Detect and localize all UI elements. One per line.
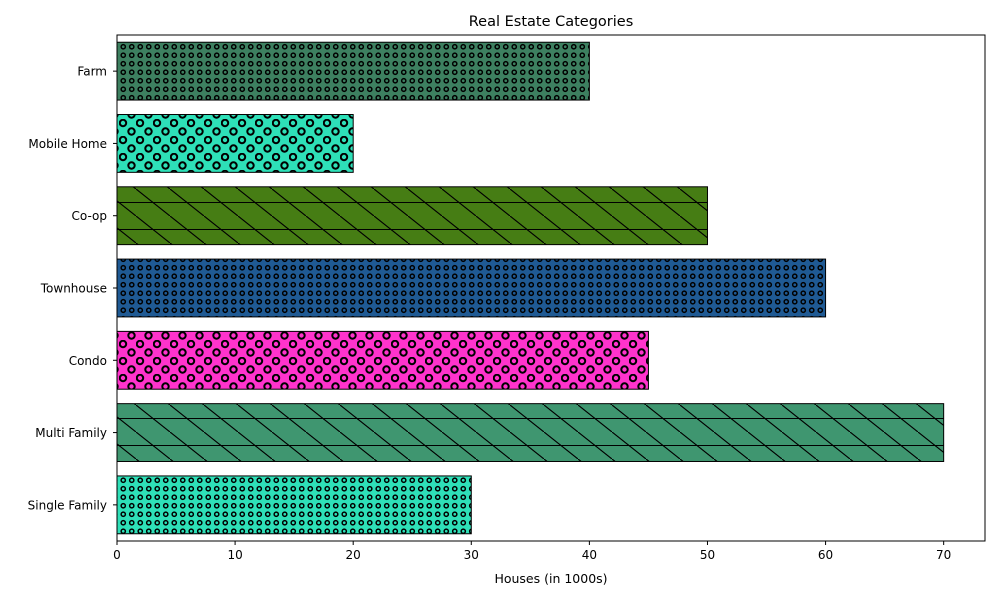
chart-title: Real Estate Categories [469, 14, 634, 30]
x-tick-label-0: 0 [113, 548, 121, 562]
x-tick-label-50: 50 [700, 548, 715, 562]
x-tick-label-40: 40 [582, 548, 597, 562]
bar-multi-family [116, 403, 945, 462]
y-tick-label-mobile-home: Mobile Home [28, 137, 107, 151]
y-tick-label-multi-family: Multi Family [35, 426, 107, 440]
x-tick-label-70: 70 [936, 548, 951, 562]
y-tick-label-condo: Condo [69, 354, 107, 368]
bar-mobile-home [116, 114, 354, 173]
x-tick-label-30: 30 [464, 548, 479, 562]
bar-townhouse [116, 258, 827, 318]
bar-co-op [116, 186, 708, 246]
y-tick-label-co-op: Co-op [72, 209, 107, 223]
x-tick-label-20: 20 [346, 548, 361, 562]
axes-group: Single Family Multi Family Condo Townhouse C… [28, 34, 986, 562]
bar-condo [116, 330, 649, 390]
y-tick-label-single-family: Single Family [28, 498, 107, 512]
bars-group [116, 41, 945, 535]
bar-farm [116, 41, 590, 101]
y-tick-label-townhouse: Townhouse [40, 282, 107, 296]
x-axis-label: Houses (in 1000s) [494, 571, 607, 586]
x-tick-label-60: 60 [818, 548, 833, 562]
bar-single-family [116, 475, 472, 535]
x-tick-label-10: 10 [227, 548, 242, 562]
plot-frame [116, 34, 986, 542]
y-tick-label-farm: Farm [77, 65, 107, 79]
